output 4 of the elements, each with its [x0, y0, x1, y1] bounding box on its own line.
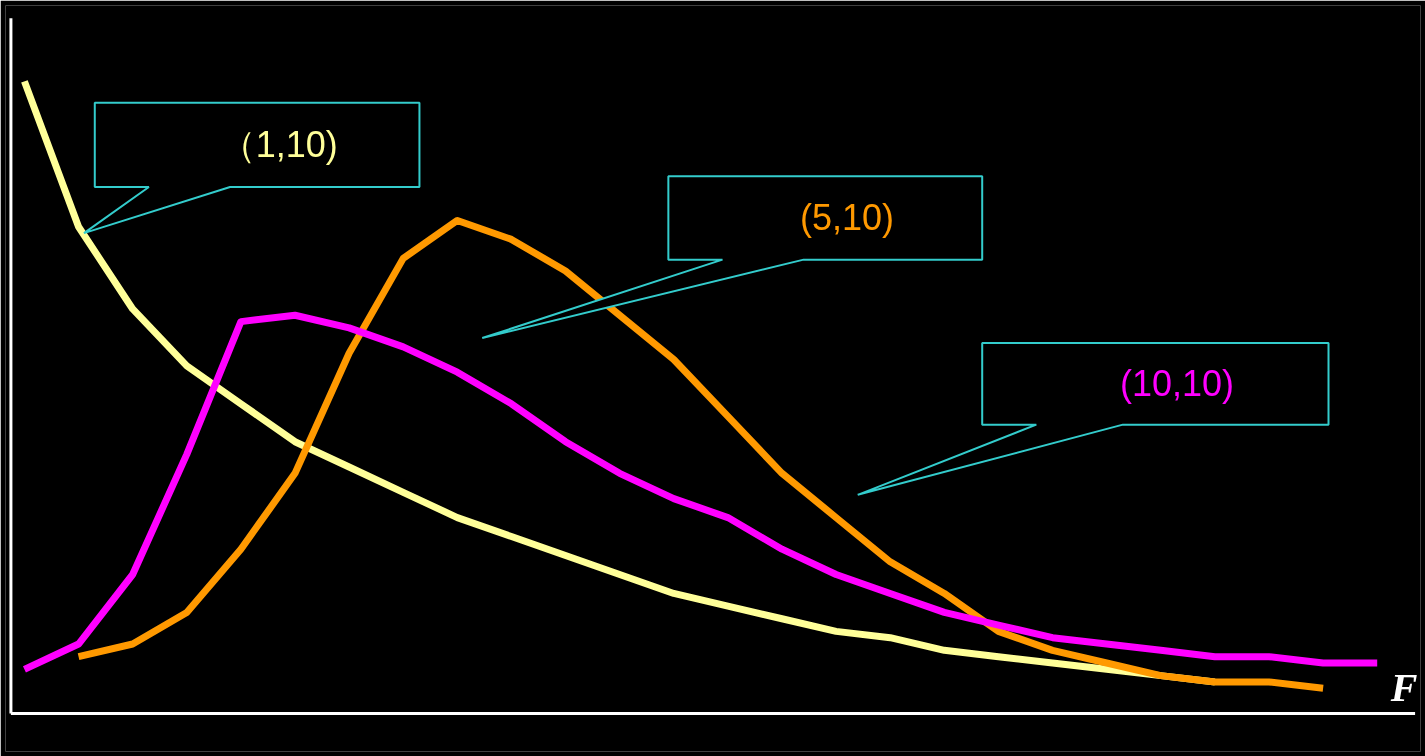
text: （1,10): [219, 124, 338, 166]
x-axis-title: F: [1389, 665, 1418, 711]
text: (10,10): [1119, 363, 1235, 405]
text: (5,10): [799, 197, 894, 239]
